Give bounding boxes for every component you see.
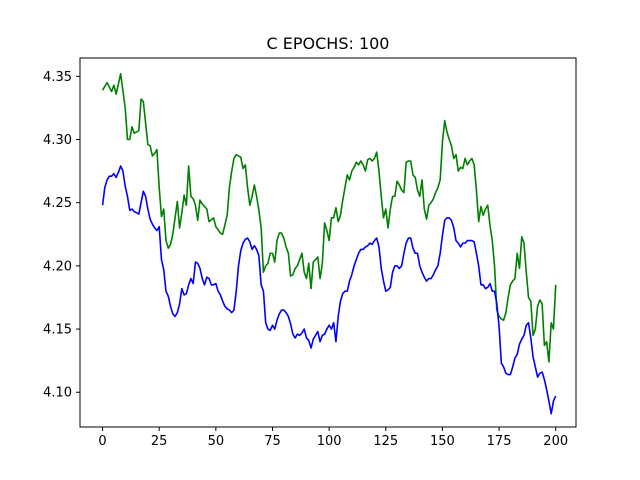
chart-title: C EPOCHS: 100 xyxy=(267,34,390,53)
y-tick-label: 4.10 xyxy=(43,386,72,401)
y-tick-label: 4.15 xyxy=(43,323,72,338)
x-tick-label: 175 xyxy=(487,434,512,449)
series-layer xyxy=(101,73,557,415)
x-tick-label: 75 xyxy=(264,434,281,449)
y-tick-label: 4.25 xyxy=(43,196,72,211)
x-tick-label: 100 xyxy=(317,434,342,449)
x-axis: 0 25 50 75 100 125 150 175 200 xyxy=(98,427,568,449)
series-line-2 xyxy=(101,165,557,415)
y-axis: 4.10 4.15 4.20 4.25 4.30 4.35 xyxy=(43,70,80,401)
y-tick-label: 4.30 xyxy=(43,133,72,148)
x-tick-label: 50 xyxy=(208,434,225,449)
y-tick-label: 4.35 xyxy=(43,70,72,85)
plot-frame xyxy=(79,57,577,428)
series-line-1 xyxy=(101,73,557,363)
x-tick-label: 25 xyxy=(151,434,168,449)
x-tick-label: 125 xyxy=(373,434,398,449)
x-tick-label: 150 xyxy=(430,434,455,449)
y-tick-label: 4.20 xyxy=(43,259,72,274)
x-tick-label: 0 xyxy=(98,434,106,449)
x-tick-label: 200 xyxy=(543,434,568,449)
